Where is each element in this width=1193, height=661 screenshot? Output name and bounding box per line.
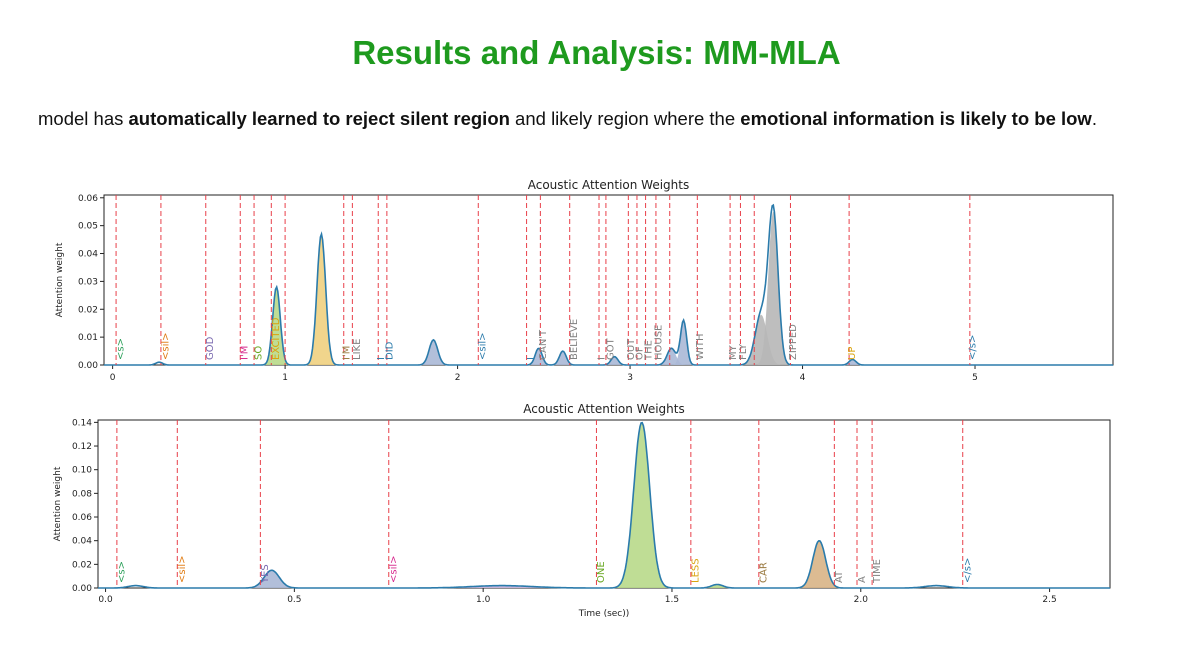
x-tick-label: 0.5 bbox=[287, 595, 301, 605]
word-label: TIME bbox=[872, 559, 883, 584]
y-tick-label: 0.01 bbox=[78, 333, 98, 343]
y-tick-label: 0.05 bbox=[78, 222, 98, 232]
slide-title: Results and Analysis: MM-MLA bbox=[352, 34, 841, 71]
word-label: MY bbox=[728, 344, 739, 360]
word-label: I'M bbox=[341, 346, 352, 360]
x-tick-label: 2.0 bbox=[854, 595, 869, 605]
word-label: GOD bbox=[205, 336, 216, 360]
word-label: CAN'T bbox=[538, 329, 549, 360]
y-tick-label: 0.14 bbox=[72, 418, 92, 428]
chart-title: Acoustic Attention Weights bbox=[528, 178, 690, 192]
y-axis-label: Attention weight bbox=[55, 242, 65, 317]
x-tick-label: 5 bbox=[972, 373, 978, 383]
x-tick-label: 3 bbox=[627, 373, 633, 383]
attention-line bbox=[98, 421, 1110, 589]
word-label: CAR bbox=[759, 562, 770, 583]
body-segment-bold: automatically learned to reject silent r… bbox=[128, 108, 510, 129]
word-label: <sil> bbox=[177, 555, 188, 583]
word-label: <sil> bbox=[389, 555, 400, 583]
word-label: WITH bbox=[695, 334, 706, 360]
word-label: <sil> bbox=[478, 332, 489, 360]
chart-2: Acoustic Attention Weights Attention weig… bbox=[53, 402, 1111, 619]
word-label: <sil> bbox=[160, 332, 171, 360]
word-label: THE bbox=[643, 340, 654, 361]
word-label: LIKE bbox=[352, 339, 363, 360]
x-tick-label: 1.5 bbox=[665, 595, 679, 605]
y-tick-label: 0.00 bbox=[72, 584, 92, 594]
y-tick-label: 0.00 bbox=[78, 361, 98, 371]
word-label: SO bbox=[254, 346, 265, 360]
word-label: HOUSE bbox=[654, 325, 665, 360]
word-label: OUT bbox=[626, 338, 637, 360]
word-label: BELIEVE bbox=[569, 319, 580, 360]
plot-frame bbox=[97, 419, 1111, 589]
body-segment-bold: emotional information is likely to be lo… bbox=[740, 108, 1092, 129]
body-text: model has automatically learned to rejec… bbox=[38, 107, 1123, 131]
word-label: GOT bbox=[605, 337, 616, 360]
word-label: I bbox=[526, 357, 537, 360]
word-label: DID bbox=[385, 341, 396, 360]
x-tick-label: 0.0 bbox=[98, 595, 113, 605]
word-label: EXCITED bbox=[271, 317, 282, 360]
x-tick-label: 1 bbox=[282, 373, 288, 383]
y-tick-label: 0.02 bbox=[78, 305, 98, 315]
x-tick-label: 2.5 bbox=[1042, 595, 1056, 605]
chart-title: Acoustic Attention Weights bbox=[523, 402, 685, 416]
y-tick-label: 0.12 bbox=[72, 442, 92, 452]
word-label: YES bbox=[260, 564, 271, 584]
word-label: ONE bbox=[596, 561, 607, 583]
word-label: I bbox=[376, 357, 387, 360]
word-label: </s> bbox=[963, 558, 974, 583]
word-label: <s> bbox=[116, 338, 127, 360]
x-tick-label: 2 bbox=[455, 373, 461, 383]
x-axis-label: Time (sec)) bbox=[578, 609, 630, 619]
y-tick-label: 0.08 bbox=[72, 489, 92, 499]
word-label: A bbox=[857, 576, 868, 583]
attention-line bbox=[104, 203, 1113, 366]
x-tick-label: 1.0 bbox=[476, 595, 491, 605]
word-label: </s> bbox=[968, 335, 979, 360]
word-label: OF bbox=[635, 346, 646, 360]
body-segment: . bbox=[1091, 108, 1097, 129]
y-tick-label: 0.04 bbox=[78, 250, 98, 260]
y-tick-label: 0.02 bbox=[72, 560, 92, 570]
y-axis-label: Attention weight bbox=[53, 466, 63, 541]
chart-1: Acoustic Attention Weights Attention weig… bbox=[55, 178, 1114, 383]
word-label: AT bbox=[834, 570, 845, 583]
y-tick-label: 0.06 bbox=[72, 513, 92, 523]
body-segment: model has bbox=[38, 108, 129, 129]
word-label: LESS bbox=[691, 558, 702, 583]
y-tick-label: 0.04 bbox=[72, 537, 92, 547]
word-label: UP bbox=[847, 347, 858, 360]
word-label: <s> bbox=[117, 561, 128, 583]
body-segment: and likely region where the bbox=[509, 108, 741, 129]
y-tick-label: 0.10 bbox=[72, 466, 92, 476]
word-label: I bbox=[597, 357, 608, 360]
y-tick-label: 0.06 bbox=[78, 194, 98, 204]
x-tick-label: 4 bbox=[800, 373, 806, 383]
word-label: ZIPPED bbox=[788, 324, 799, 360]
word-label: FLY bbox=[738, 343, 749, 360]
word-label: I'M bbox=[240, 346, 251, 360]
y-tick-label: 0.03 bbox=[78, 277, 98, 287]
x-tick-label: 0 bbox=[110, 373, 116, 383]
